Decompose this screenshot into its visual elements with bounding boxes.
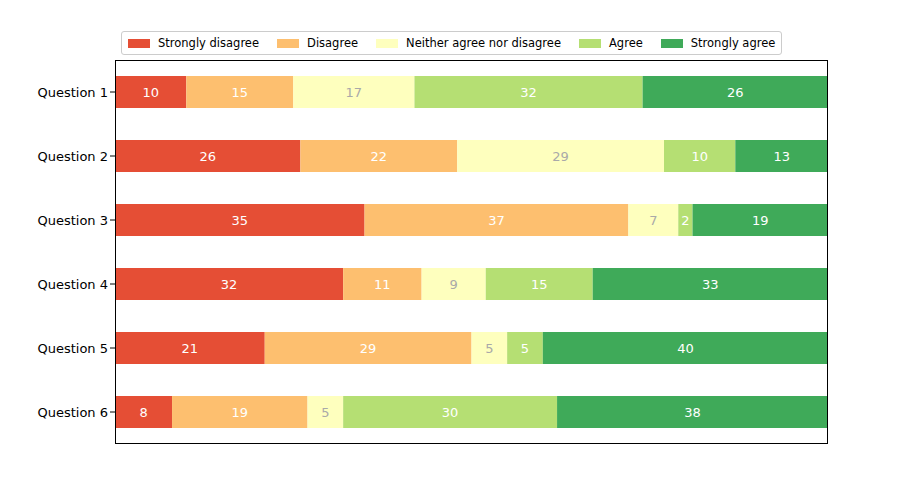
svg-text:8: 8 xyxy=(139,405,147,420)
svg-text:26: 26 xyxy=(727,85,744,100)
svg-text:11: 11 xyxy=(374,277,391,292)
svg-text:19: 19 xyxy=(232,405,249,420)
svg-text:37: 37 xyxy=(488,213,505,228)
svg-text:5: 5 xyxy=(485,341,493,356)
html-text:Agree: Agree xyxy=(609,36,643,50)
svg-text:32: 32 xyxy=(221,277,238,292)
svg-text:Question 3: Question 3 xyxy=(37,213,108,228)
svg-text:5: 5 xyxy=(321,405,329,420)
svg-text:Question 6: Question 6 xyxy=(37,405,108,420)
svg-text:22: 22 xyxy=(371,149,388,164)
html-text:Strongly disagree: Strongly disagree xyxy=(158,36,259,50)
html-text:Neither agree nor disagree: Neither agree nor disagree xyxy=(406,36,561,50)
svg-text:9: 9 xyxy=(450,277,458,292)
svg-text:15: 15 xyxy=(531,277,548,292)
svg-text:38: 38 xyxy=(684,405,701,420)
svg-text:33: 33 xyxy=(702,277,719,292)
svg-text:10: 10 xyxy=(142,85,159,100)
svg-text:Question 1: Question 1 xyxy=(37,85,108,100)
svg-text:13: 13 xyxy=(773,149,790,164)
svg-text:17: 17 xyxy=(346,85,363,100)
svg-text:21: 21 xyxy=(182,341,199,356)
html-text:Strongly agree: Strongly agree xyxy=(690,36,776,50)
svg-text:26: 26 xyxy=(199,149,216,164)
svg-text:30: 30 xyxy=(442,405,459,420)
svg-text:2: 2 xyxy=(681,213,689,228)
svg-text:Question 5: Question 5 xyxy=(37,341,108,356)
svg-text:Question 2: Question 2 xyxy=(37,149,108,164)
svg-text:40: 40 xyxy=(677,341,694,356)
svg-text:10: 10 xyxy=(691,149,708,164)
svg-text:32: 32 xyxy=(520,85,537,100)
svg-text:29: 29 xyxy=(360,341,377,356)
svg-text:19: 19 xyxy=(752,213,769,228)
svg-text:15: 15 xyxy=(232,85,249,100)
html-text:Disagree: Disagree xyxy=(307,36,358,50)
svg-text:35: 35 xyxy=(232,213,249,228)
svg-text:Question 4: Question 4 xyxy=(37,277,108,292)
svg-text:5: 5 xyxy=(521,341,529,356)
svg-text:29: 29 xyxy=(552,149,569,164)
svg-text:7: 7 xyxy=(649,213,657,228)
